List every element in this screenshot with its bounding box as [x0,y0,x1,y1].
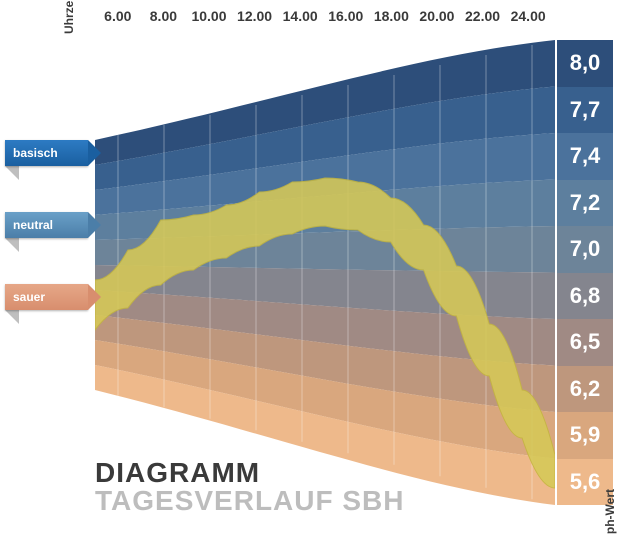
x-tick-label: 12.00 [232,8,278,24]
legend-label: sauer [13,290,45,304]
ph-cell: 6,2 [557,366,613,413]
ph-diagram-container: 6.008.0010.0012.0014.0016.0018.0020.0022… [0,0,621,519]
ph-cell: 5,9 [557,412,613,459]
x-tick-label: 6.00 [95,8,141,24]
y-axis-title: ph-Wert [603,489,617,534]
x-tick-label: 18.00 [369,8,415,24]
legend-label: neutral [13,218,53,232]
ribbon-tail [5,238,19,252]
legend: basisch neutral sauer [5,140,88,356]
chart-area [95,40,555,505]
ph-cell: 7,2 [557,180,613,227]
ph-cell: 6,5 [557,319,613,366]
ph-cell: 7,4 [557,133,613,180]
ribbon-tail [5,310,19,324]
ph-cell: 6,8 [557,273,613,320]
x-tick-label: 20.00 [414,8,460,24]
legend-basisch: basisch [5,140,88,166]
ph-scale: 8,07,77,47,27,06,86,56,25,95,6 [557,40,613,505]
title-block: DIAGRAMM TAGESVERLAUF SBH [95,459,405,515]
x-tick-label: 14.00 [277,8,323,24]
x-axis-title: Uhrzeit [62,0,76,34]
legend-sauer: sauer [5,284,88,310]
fan-chart-svg [95,40,555,505]
x-tick-label: 22.00 [460,8,506,24]
title-sub: TAGESVERLAUF SBH [95,487,405,515]
ph-cell: 8,0 [557,40,613,87]
legend-label: basisch [13,146,58,160]
x-tick-label: 8.00 [141,8,187,24]
x-tick-label: 16.00 [323,8,369,24]
legend-neutral: neutral [5,212,88,238]
ph-cell: 7,7 [557,87,613,134]
x-tick-label: 24.00 [505,8,551,24]
x-tick-label: 10.00 [186,8,232,24]
ribbon-tail [5,166,19,180]
title-main: DIAGRAMM [95,459,405,487]
x-axis-labels: 6.008.0010.0012.0014.0016.0018.0020.0022… [95,8,551,24]
ph-cell: 7,0 [557,226,613,273]
